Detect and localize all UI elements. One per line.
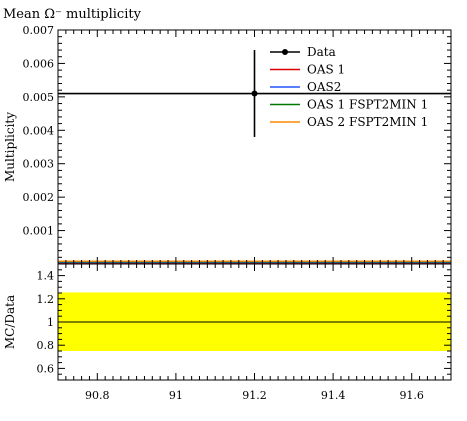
main-y-ticks: 0.001 0.002 0.003 0.004 0.005 0.006 0.007 (23, 24, 451, 258)
main-y-axis-label: Multiplicity (3, 112, 17, 182)
ratio-y-tick-label: 0.6 (37, 362, 55, 375)
main-y-tick-label: 0.003 (23, 158, 55, 171)
ratio-y-tick-label: 0.8 (37, 339, 55, 352)
x-ticks: 90.8 91 91.2 91.4 91.6 (57, 30, 452, 402)
legend-label: OAS 1 (307, 63, 345, 77)
ratio-y-axis-label: MC/Data (3, 295, 17, 349)
ratio-y-ticks: 0.6 0.8 1 1.2 1.4 (37, 269, 451, 375)
x-tick-label: 91.6 (399, 389, 424, 402)
ratio-y-tick-label: 1 (47, 316, 54, 329)
x-tick-label: 91.4 (321, 389, 346, 402)
legend-label: OAS 1 FSPT2MIN 1 (307, 98, 428, 112)
x-tick-label: 90.8 (85, 389, 110, 402)
main-y-tick-label: 0.001 (23, 225, 55, 238)
ratio-panel: 0.6 0.8 1 1.2 1.4 MC/Data (3, 263, 452, 381)
chart-title: Mean Ω⁻ multiplicity (3, 7, 142, 22)
main-data-point (58, 50, 451, 137)
main-y-tick-label: 0.007 (23, 24, 55, 37)
x-tick-label: 91.2 (242, 389, 267, 402)
legend-label: OAS 2 FSPT2MIN 1 (307, 115, 428, 129)
main-y-tick-label: 0.002 (23, 191, 55, 204)
x-tick-label: 91 (169, 389, 183, 402)
main-y-tick-label: 0.004 (23, 124, 55, 137)
legend-label: Data (307, 45, 336, 59)
data-point (251, 90, 258, 97)
ratio-y-tick-label: 1.4 (37, 270, 55, 283)
main-y-tick-label: 0.005 (23, 91, 55, 104)
legend: Data OAS 1 OAS2 OAS 1 FSPT2MIN 1 OAS 2 FSPT2… (270, 45, 428, 129)
ratio-y-tick-label: 1.2 (37, 293, 55, 306)
legend-marker (282, 49, 288, 55)
legend-label: OAS2 (307, 80, 341, 94)
main-panel: 0.001 0.002 0.003 0.004 0.005 0.006 0.007 Mult… (3, 24, 452, 265)
main-y-tick-label: 0.006 (23, 57, 55, 70)
